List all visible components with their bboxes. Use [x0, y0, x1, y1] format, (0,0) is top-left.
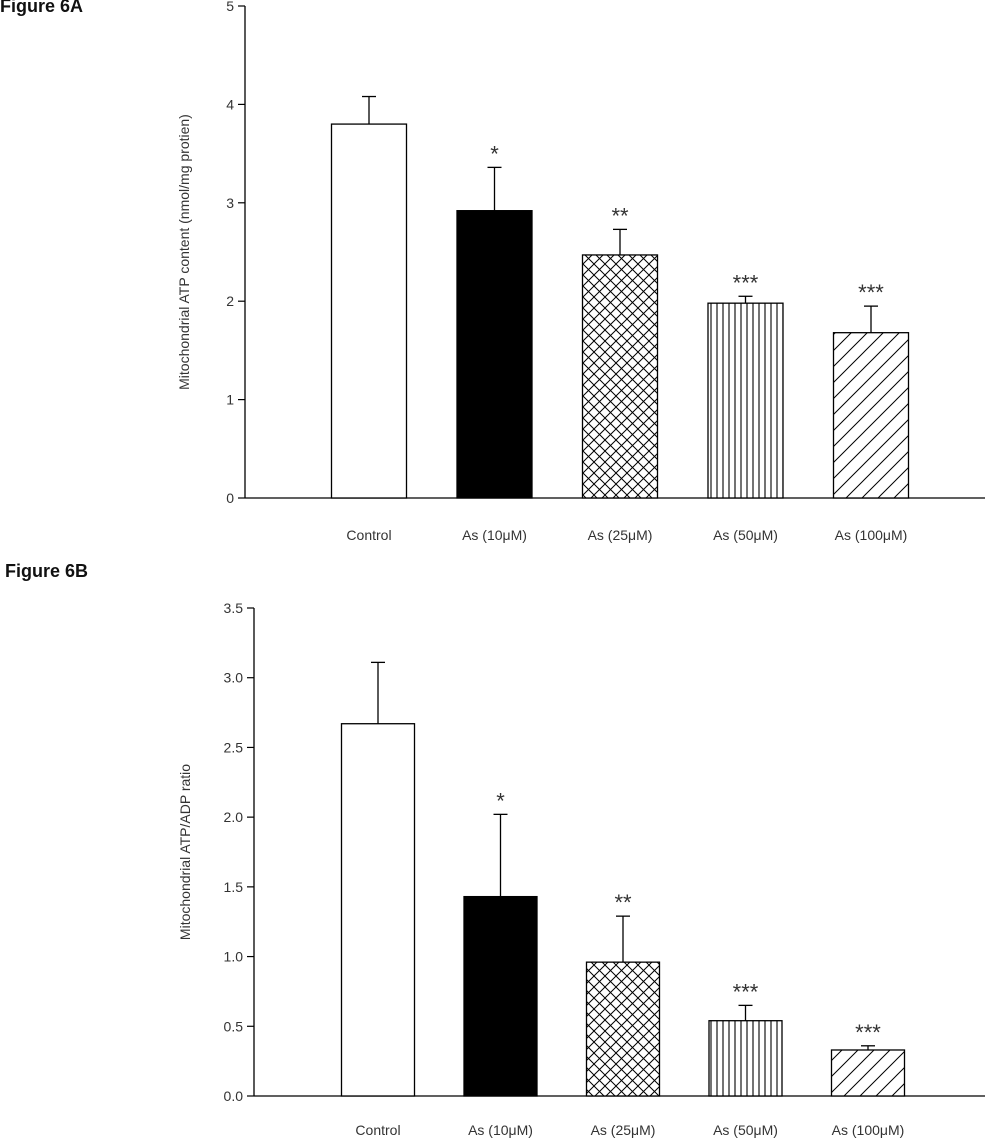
y-tick-label: 3.5	[224, 600, 244, 616]
y-axis-title: Mitochondrial ATP content (nmol/mg proti…	[176, 114, 192, 390]
category-label-as-100-m: As (100μM)	[832, 1122, 905, 1138]
category-label-as-50-m: As (50μM)	[713, 527, 778, 543]
significance-marker-as-100-m: ***	[858, 280, 884, 305]
bar-as-10-m	[456, 210, 533, 499]
y-tick-label: 2.5	[224, 739, 244, 755]
y-tick-label: 5	[226, 0, 234, 14]
bar-as-100-m	[832, 332, 910, 499]
significance-marker-as-25-m: **	[611, 203, 629, 228]
significance-marker-as-10-m: *	[496, 788, 505, 813]
y-tick-label: 3	[226, 195, 234, 211]
category-label-as-10-m: As (10μM)	[468, 1122, 533, 1138]
chart-figure-6b: 0.0 0.5 1.0 1.5 2.0 2.5 3.0 3.5 Mitochondrial AT…	[177, 600, 985, 1138]
bar-as-25-m	[585, 961, 661, 1097]
y-axis-title: Mitochondrial ATP/ADP ratio	[177, 764, 193, 940]
category-label-as-10-m: As (10μM)	[462, 527, 527, 543]
category-label-as-25-m: As (25μM)	[588, 527, 653, 543]
bar-as-50-m	[708, 1020, 783, 1097]
significance-marker-as-25-m: **	[614, 890, 632, 915]
significance-marker-as-100-m: ***	[855, 1020, 881, 1045]
y-tick-label: 1.5	[224, 879, 244, 895]
y-tick-label: 0	[226, 490, 234, 506]
category-label-control: Control	[346, 527, 391, 543]
y-tick-label: 1	[226, 392, 234, 408]
y-tick-label: 1.0	[224, 949, 244, 965]
category-label-as-100-m: As (100μM)	[835, 527, 908, 543]
bar-as-100-m	[830, 1049, 906, 1097]
chart-figure-6a: 0 1 2 3 4 5 Mitochondrial ATP content (nmol/mg…	[176, 0, 985, 543]
category-label-as-25-m: As (25μM)	[591, 1122, 656, 1138]
bar-control	[330, 123, 408, 499]
y-tick-label: 4	[226, 96, 234, 112]
bar-as-10-m	[463, 895, 538, 1097]
category-label-control: Control	[355, 1122, 400, 1138]
significance-marker-as-10-m: *	[490, 141, 499, 166]
y-tick-label: 0.0	[224, 1088, 244, 1104]
bar-control	[340, 723, 416, 1097]
y-tick-label: 2	[226, 293, 234, 309]
significance-marker-as-50-m: ***	[733, 979, 759, 1004]
y-tick-label: 3.0	[224, 670, 244, 686]
y-tick-label: 2.0	[224, 809, 244, 825]
y-tick-label: 0.5	[224, 1018, 244, 1034]
category-label-as-50-m: As (50μM)	[713, 1122, 778, 1138]
figure-6a-label: Figure 6A	[0, 0, 84, 16]
bar-as-25-m	[581, 254, 659, 499]
figure-6b-label: Figure 6B	[5, 561, 89, 581]
bar-as-50-m	[707, 302, 784, 499]
significance-marker-as-50-m: ***	[733, 270, 759, 295]
